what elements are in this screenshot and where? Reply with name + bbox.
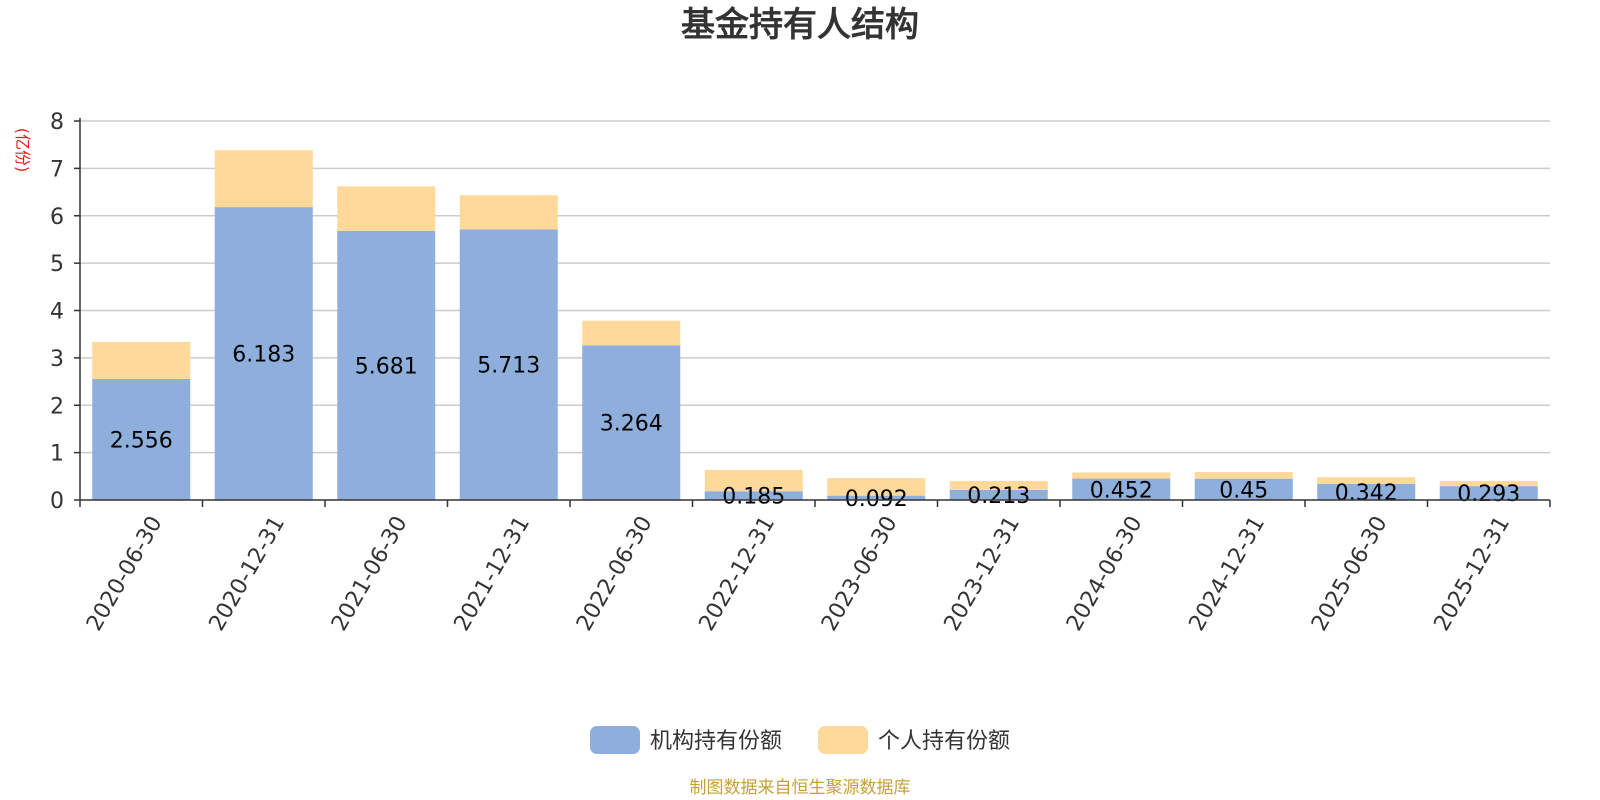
x-tick-label: 2022-06-30	[572, 512, 658, 635]
x-tick-label: 2024-06-30	[1062, 512, 1148, 635]
data-source-note: 制图数据来自恒生聚源数据库	[690, 778, 911, 798]
x-tick-label: 2022-12-31	[695, 512, 781, 635]
y-tick-label: 8	[50, 110, 64, 135]
y-tick-label: 0	[50, 489, 64, 514]
grid-lines	[80, 120, 1550, 454]
bar-segment	[704, 491, 803, 500]
bar-segment	[337, 186, 436, 231]
x-tick-label: 2024-12-31	[1185, 512, 1271, 635]
bar-segment	[459, 195, 558, 230]
bar-segment	[1439, 480, 1538, 487]
legend-swatch	[818, 726, 868, 754]
y-tick-label: 4	[50, 300, 64, 325]
bar-segment	[949, 489, 1048, 500]
bar-data-label: 5.681	[355, 354, 418, 379]
bar-data-label: 0.213	[967, 484, 1030, 509]
x-axis: 2020-06-30 2020-12-31 2021-06-30 2021-12-31…	[79, 499, 1551, 635]
y-axis-unit: (亿份)	[13, 128, 32, 173]
legend: 机构持有份额 个人持有份额	[590, 726, 1010, 754]
y-tick-label: 5	[50, 252, 64, 277]
legend-label: 机构持有份额	[650, 729, 782, 754]
y-tick-label: 1	[50, 442, 64, 467]
y-tick-label: 6	[50, 205, 64, 230]
bar-segment	[582, 320, 681, 346]
x-tick-label: 2023-12-31	[940, 512, 1026, 635]
x-tick-label: 2023-06-30	[817, 512, 903, 635]
bar-segment	[214, 207, 313, 500]
bar-data-label: 2.556	[110, 428, 173, 453]
bar-segment	[214, 150, 313, 208]
bar-segment	[337, 230, 436, 501]
bar-segment	[1194, 478, 1293, 500]
bar-data-label: 0.293	[1457, 482, 1520, 507]
bar-segment	[827, 495, 926, 500]
bar-segment	[1072, 472, 1171, 479]
y-tick-label: 3	[50, 347, 64, 372]
bar-data-label: 0.185	[722, 485, 785, 510]
x-tick-label: 2025-12-31	[1430, 512, 1516, 635]
bar-segment	[704, 469, 803, 492]
bar-segment	[949, 480, 1048, 490]
x-tick-label: 2021-06-30	[327, 512, 413, 635]
bar-segment	[1317, 477, 1416, 484]
y-tick-label: 2	[50, 394, 64, 419]
bar-data-label: 0.45	[1219, 478, 1268, 503]
bar-data-label: 0.342	[1335, 481, 1398, 506]
x-tick-label: 2021-12-31	[450, 512, 536, 635]
chart-title: 基金持有人结构	[681, 5, 919, 45]
x-tick-label: 2025-06-30	[1307, 512, 1393, 635]
bar-segment	[1194, 472, 1293, 479]
x-tick-label: 2020-06-30	[82, 512, 168, 635]
bar-segment	[582, 345, 681, 500]
bar-segment	[92, 378, 191, 500]
bar-segment	[827, 478, 926, 496]
bar-segment	[459, 229, 558, 500]
y-tick-label: 7	[50, 157, 64, 182]
bar-data-label: 6.183	[232, 343, 295, 368]
bar-segment	[92, 341, 191, 379]
bar-data-label: 0.452	[1090, 478, 1153, 503]
bar-data-label: 5.713	[477, 354, 540, 379]
bar-segment	[1072, 478, 1171, 500]
y-axis: 0 1 2 3 4 5 6 7 8	[50, 110, 81, 514]
legend-label: 个人持有份额	[878, 729, 1010, 754]
x-tick-label: 2020-12-31	[205, 512, 291, 635]
bar-segment	[1317, 483, 1416, 500]
legend-swatch	[590, 726, 640, 754]
bars	[92, 150, 1538, 501]
bar-data-label: 3.264	[600, 412, 663, 437]
bar-segment	[1439, 486, 1538, 500]
